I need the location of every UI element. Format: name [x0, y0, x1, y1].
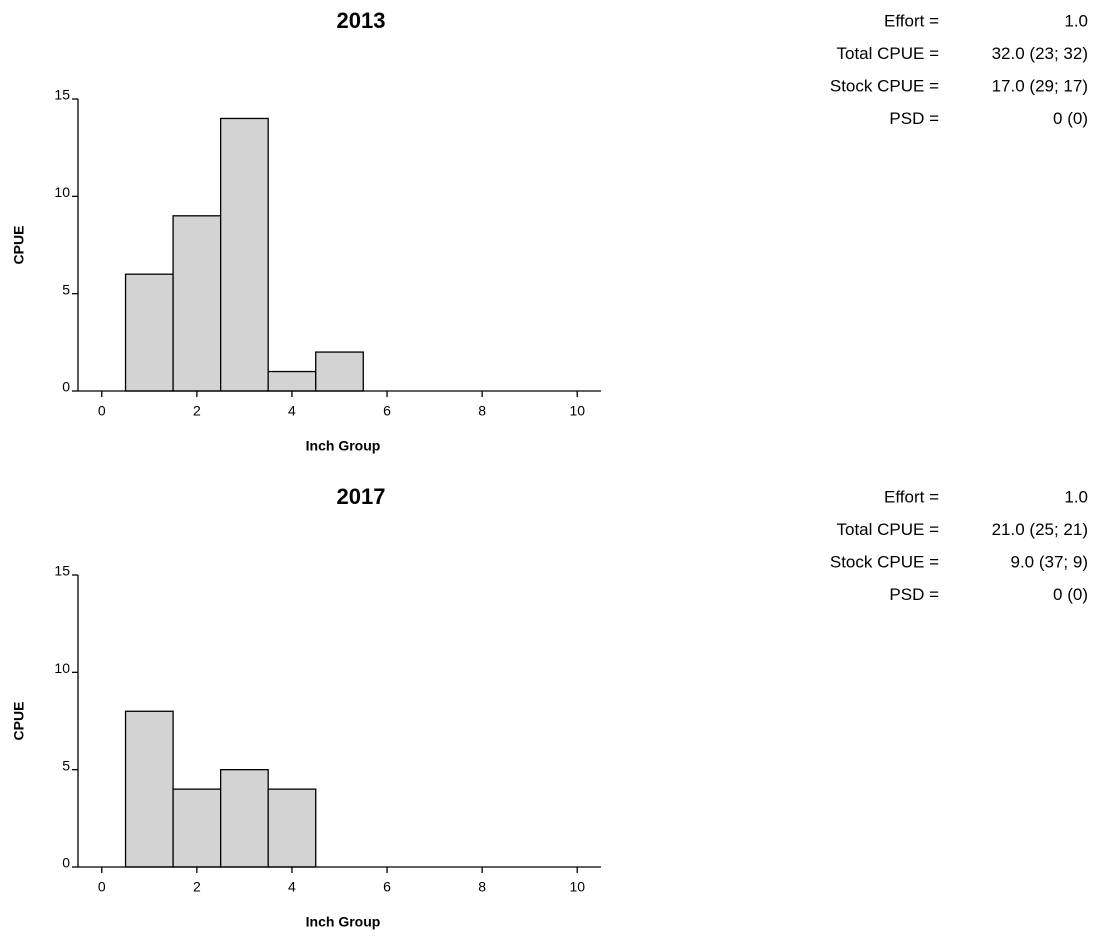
- x-tick-label: 10: [569, 403, 585, 419]
- x-tick-label: 2: [193, 403, 201, 419]
- bar: [172, 215, 222, 392]
- stat-value: 1.0: [1064, 487, 1088, 506]
- stat-label: Total CPUE =: [836, 44, 939, 63]
- x-tick-label: 10: [569, 879, 585, 895]
- y-tick-label: 10: [54, 184, 70, 200]
- stat-label: Effort =: [884, 487, 939, 506]
- x-tick-label: 0: [98, 403, 106, 419]
- bar: [219, 117, 269, 392]
- y-tick-label: 15: [54, 563, 70, 579]
- stat-value: 0 (0): [1053, 109, 1088, 128]
- x-tick-label: 2: [193, 879, 201, 895]
- x-tick-label: 6: [383, 403, 391, 419]
- y-tick-label: 15: [54, 87, 70, 103]
- bar: [267, 370, 317, 392]
- stat-value: 21.0 (25; 21): [992, 520, 1088, 539]
- bar: [267, 788, 317, 868]
- x-axis-label: Inch Group: [306, 438, 381, 454]
- x-tick-label: 6: [383, 879, 391, 895]
- x-tick-label: 4: [288, 403, 296, 419]
- stat-label: Total CPUE =: [836, 520, 939, 539]
- x-axis-label: Inch Group: [306, 914, 381, 930]
- stat-label: PSD =: [889, 585, 939, 604]
- y-tick-label: 0: [62, 379, 70, 395]
- y-tick-label: 5: [62, 281, 70, 297]
- x-tick-label: 4: [288, 879, 296, 895]
- stat-label: Effort =: [884, 11, 939, 30]
- y-tick-label: 5: [62, 757, 70, 773]
- bar: [315, 351, 364, 392]
- bar: [124, 710, 174, 868]
- y-tick-label: 0: [62, 855, 70, 871]
- stat-label: Stock CPUE =: [830, 552, 939, 571]
- histogram-panel: 2013 0 5 10 15 0 2 4 6 8 10 Inch Group CPUE Effort = 1…: [11, 8, 1088, 454]
- stat-value: 1.0: [1064, 11, 1088, 30]
- chart-title: 2013: [337, 8, 386, 33]
- histogram-panel: 2017 0 5 10 15 0 2 4 6 8 10 Inch Group CPUE Effort = 1…: [11, 484, 1088, 930]
- y-tick-label: 10: [54, 660, 70, 676]
- stat-value: 32.0 (23; 32): [992, 44, 1088, 63]
- stat-value: 17.0 (29; 17): [992, 76, 1088, 95]
- x-tick-label: 8: [478, 879, 486, 895]
- bar: [124, 273, 174, 392]
- bar: [219, 769, 269, 868]
- stat-value: 0 (0): [1053, 585, 1088, 604]
- x-tick-label: 0: [98, 879, 106, 895]
- bar: [172, 788, 222, 868]
- y-axis-label: CPUE: [11, 226, 27, 265]
- stat-value: 9.0 (37; 9): [1011, 552, 1089, 571]
- stat-label: Stock CPUE =: [830, 76, 939, 95]
- stat-label: PSD =: [889, 109, 939, 128]
- y-axis-label: CPUE: [11, 702, 27, 741]
- x-tick-label: 8: [478, 403, 486, 419]
- chart-title: 2017: [337, 484, 386, 509]
